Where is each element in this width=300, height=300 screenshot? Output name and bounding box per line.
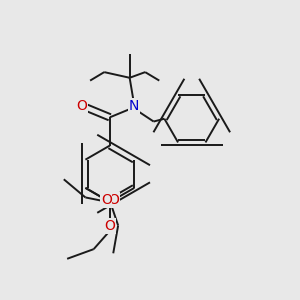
Text: O: O [104,219,115,233]
Text: O: O [101,193,112,207]
Text: O: O [108,193,119,207]
Text: N: N [129,99,139,113]
Text: O: O [76,99,87,113]
